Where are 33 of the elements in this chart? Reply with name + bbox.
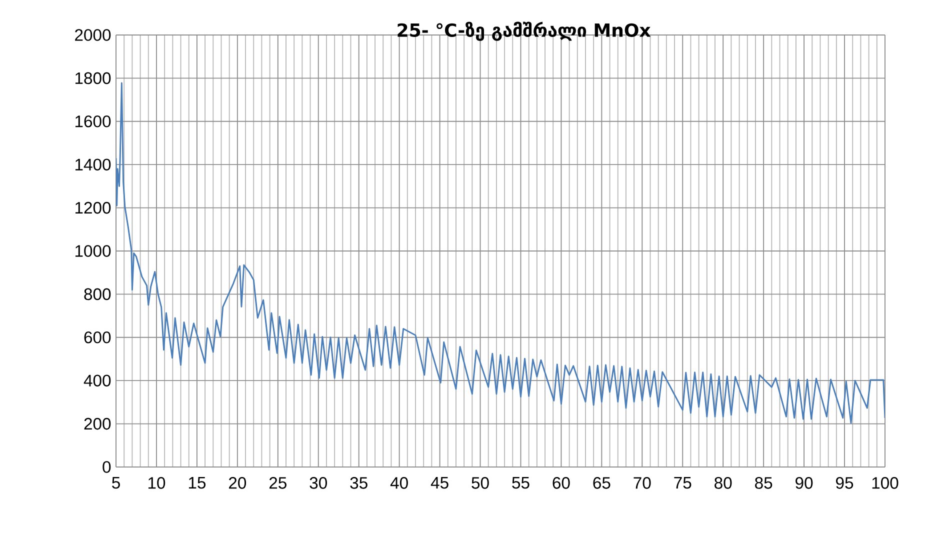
y-tick-label: 0 — [102, 461, 111, 473]
x-tick-label: 20 — [228, 477, 246, 489]
x-tick-label: 90 — [796, 477, 813, 489]
y-tick-label: 1400 — [75, 158, 111, 170]
y-tick-label: 1200 — [75, 202, 111, 214]
x-tick-label: 30 — [310, 477, 327, 489]
x-tick-label: 65 — [593, 477, 610, 489]
y-tick-label: 400 — [84, 374, 111, 386]
x-tick-label: 15 — [188, 477, 206, 489]
y-tick-label: 600 — [84, 332, 111, 344]
x-tick-label: 40 — [390, 477, 408, 489]
x-tick-label: 75 — [674, 477, 692, 489]
y-tick-label: 2000 — [75, 29, 111, 41]
y-tick-label: 1600 — [75, 116, 111, 128]
y-tick-label: 1000 — [75, 245, 111, 257]
y-tick-label: 200 — [84, 418, 111, 430]
line-series — [116, 82, 885, 424]
x-tick-label: 80 — [714, 477, 732, 489]
x-tick-label: 50 — [472, 477, 489, 489]
chart-title: 25- °C-ზე გამშრალი MnOx — [398, 22, 651, 41]
x-tick-label: 45 — [430, 477, 448, 489]
x-tick-label: 70 — [634, 477, 651, 489]
x-tick-label: 5 — [112, 477, 120, 489]
x-tick-label: 55 — [512, 477, 530, 489]
y-tick-label: 800 — [84, 288, 111, 300]
y-tick-label: 1800 — [75, 72, 111, 84]
x-tick-label: 95 — [836, 477, 854, 489]
x-tick-label: 10 — [148, 477, 166, 489]
x-tick-label: 85 — [755, 477, 772, 489]
x-tick-label: 35 — [350, 477, 368, 489]
x-tick-label: 60 — [552, 477, 570, 489]
x-tick-label: 100 — [872, 477, 898, 489]
x-tick-label: 25 — [269, 477, 286, 489]
